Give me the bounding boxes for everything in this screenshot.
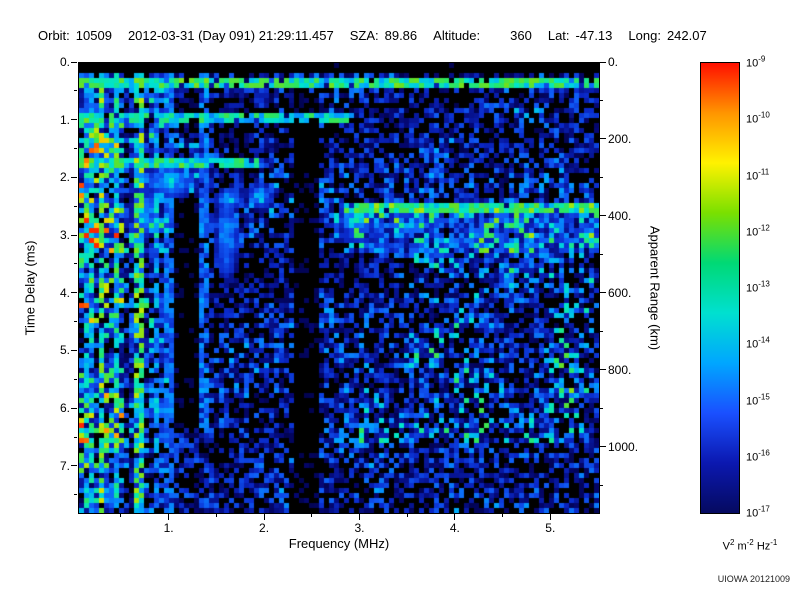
header-field-label: Orbit: bbox=[38, 28, 70, 43]
colorbar-tick-label: 10-11 bbox=[746, 167, 770, 182]
header-field-label: SZA: bbox=[349, 28, 379, 43]
header-field-label: Lat: bbox=[547, 28, 570, 43]
colorbar-tick-label: 10-16 bbox=[746, 448, 770, 464]
header-item: Lat: -47.13 bbox=[548, 28, 613, 43]
header-field-value: -47.13 bbox=[575, 28, 613, 43]
x-tick-mark bbox=[168, 514, 170, 520]
y-minor-tick-mark bbox=[74, 205, 77, 207]
range-tick-mark bbox=[600, 138, 606, 140]
range-tick-mark bbox=[600, 61, 606, 63]
spectrogram-canvas bbox=[79, 63, 599, 513]
y-tick-label: 4. bbox=[59, 285, 70, 300]
range-minor-tick-mark bbox=[600, 330, 603, 332]
header-item: 2012-03-31 (Day 091) 21:29:11.457 bbox=[128, 28, 334, 43]
x-tick-mark bbox=[263, 514, 265, 520]
header-item: Orbit: 10509 bbox=[38, 28, 112, 43]
spectrogram-plot bbox=[78, 62, 600, 514]
header-field-label: Long: bbox=[628, 28, 661, 43]
x-minor-tick-mark bbox=[120, 514, 122, 517]
y-tick-label: 0. bbox=[59, 55, 70, 69]
x-tick-label: 5. bbox=[545, 521, 556, 535]
x-minor-tick-mark bbox=[215, 514, 217, 517]
y-tick-label: 3. bbox=[59, 228, 70, 243]
range-tick-mark bbox=[600, 369, 606, 371]
x-minor-tick-mark bbox=[502, 514, 504, 517]
y-tick-mark bbox=[71, 119, 77, 121]
x-tick-label: 4. bbox=[449, 521, 460, 535]
colorbar-tick-label: 10-15 bbox=[746, 392, 770, 407]
header-field-value: 2012-03-31 (Day 091) 21:29:11.457 bbox=[127, 28, 334, 43]
range-tick-label: 0. bbox=[608, 55, 619, 69]
x-tick-label: 1. bbox=[163, 521, 174, 535]
colorbar-gradient bbox=[701, 63, 739, 513]
range-tick-label: 600. bbox=[608, 285, 632, 300]
header-field-value: 89.86 bbox=[384, 28, 418, 43]
y-minor-tick-mark bbox=[74, 494, 77, 496]
credit-text: UIOWA 20121009 bbox=[717, 574, 790, 584]
range-tick-mark bbox=[600, 215, 606, 217]
header-field-value: 10509 bbox=[75, 28, 112, 43]
x-axis-label: Frequency (MHz) bbox=[288, 536, 390, 551]
range-tick-label: 800. bbox=[608, 362, 632, 377]
range-minor-tick-mark bbox=[600, 484, 603, 486]
colorbar-tick-label: 10-10 bbox=[746, 110, 770, 126]
colorbar-tick-label: 10-13 bbox=[746, 279, 770, 295]
y-minor-tick-mark bbox=[74, 263, 77, 265]
y-tick-mark bbox=[71, 292, 77, 294]
header-bar: Orbit: 10509 2012-03-31 (Day 091) 21:29:11… bbox=[38, 28, 798, 43]
y-tick-mark bbox=[71, 176, 77, 178]
y-tick-mark bbox=[71, 407, 77, 409]
y-tick-label: 1. bbox=[59, 112, 70, 127]
header-field-value: 360 bbox=[510, 28, 532, 43]
y-minor-tick-mark bbox=[74, 321, 77, 323]
y-tick-mark bbox=[71, 349, 77, 351]
header-item: Altitude: 360 bbox=[433, 28, 532, 43]
colorbar-tick-label: 10-17 bbox=[746, 504, 770, 520]
colorbar-tick-label: 10-9 bbox=[746, 54, 766, 70]
x-minor-tick-mark bbox=[311, 514, 313, 517]
range-tick-mark bbox=[600, 446, 606, 448]
y-tick-label: 2. bbox=[59, 170, 70, 185]
x-tick-label: 3. bbox=[354, 521, 365, 535]
colorbar-unit-label: V2 m-2 Hz-1 bbox=[722, 538, 778, 553]
range-minor-tick-mark bbox=[600, 99, 603, 101]
range-tick-mark bbox=[600, 292, 606, 294]
y-minor-tick-mark bbox=[74, 90, 77, 92]
y-minor-tick-mark bbox=[74, 148, 77, 150]
range-minor-tick-mark bbox=[600, 176, 603, 178]
y-tick-label: 6. bbox=[59, 401, 70, 416]
x-minor-tick-mark bbox=[406, 514, 408, 517]
colorbar-tick-label: 10-12 bbox=[746, 223, 770, 239]
colorbar bbox=[700, 62, 740, 514]
range-tick-label: 400. bbox=[608, 208, 632, 223]
range-minor-tick-mark bbox=[600, 253, 603, 255]
y-minor-tick-mark bbox=[74, 436, 77, 438]
header-item: Long: 242.07 bbox=[628, 28, 706, 43]
range-tick-label: 200. bbox=[608, 131, 632, 146]
y-tick-label: 5. bbox=[59, 343, 70, 358]
range-tick-label: 1000. bbox=[608, 439, 639, 454]
x-tick-mark bbox=[358, 514, 360, 520]
colorbar-tick-label: 10-14 bbox=[746, 335, 770, 351]
y-tick-mark bbox=[71, 465, 77, 467]
header-field-label: Altitude: bbox=[433, 28, 481, 43]
y-tick-mark bbox=[71, 61, 77, 63]
y-tick-label: 7. bbox=[59, 458, 70, 473]
range-minor-tick-mark bbox=[600, 407, 603, 409]
y-axis-label-right: Apparent Range (km) bbox=[647, 225, 663, 351]
header-item: SZA: 89.86 bbox=[350, 28, 417, 43]
x-tick-mark bbox=[454, 514, 456, 520]
y-tick-mark bbox=[71, 234, 77, 236]
y-minor-tick-mark bbox=[74, 378, 77, 380]
header-field-value: 242.07 bbox=[666, 28, 707, 43]
x-tick-mark bbox=[549, 514, 551, 520]
x-tick-label: 2. bbox=[259, 521, 270, 535]
